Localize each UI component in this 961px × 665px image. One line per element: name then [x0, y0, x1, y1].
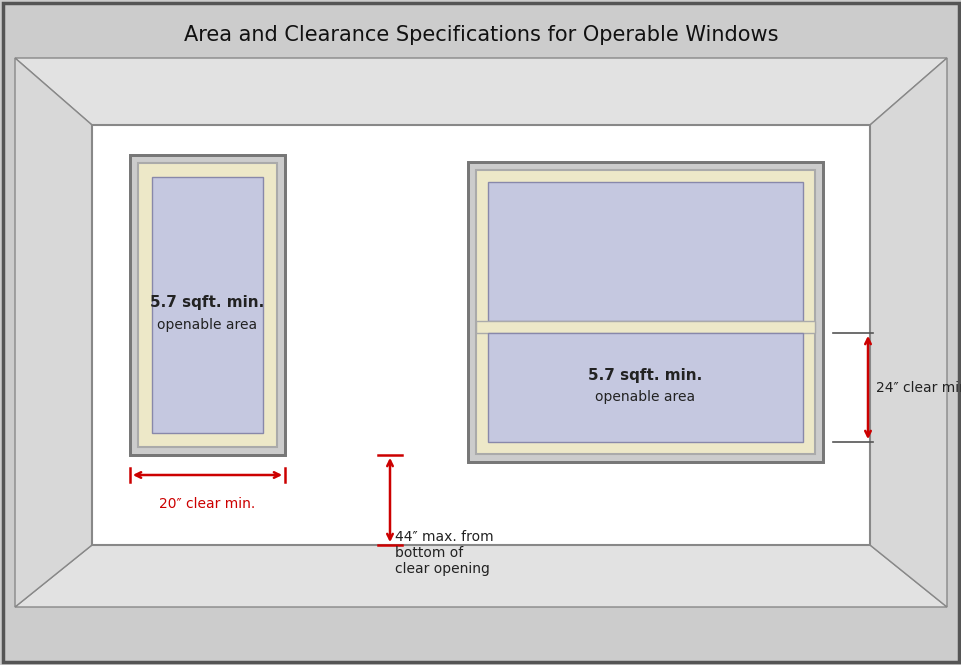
Text: openable area: openable area	[158, 318, 258, 332]
Bar	[476, 170, 814, 454]
Polygon shape	[869, 58, 946, 607]
Text: Area and Clearance Specifications for Operable Windows: Area and Clearance Specifications for Op…	[184, 25, 777, 45]
Bar	[152, 177, 262, 433]
Bar	[467, 162, 823, 462]
Bar	[137, 163, 277, 447]
Bar	[130, 155, 284, 455]
Bar	[476, 321, 814, 333]
Text: 24″ clear min.: 24″ clear min.	[875, 380, 961, 394]
Polygon shape	[15, 58, 92, 607]
Bar	[130, 155, 284, 455]
Text: 20″ clear min.: 20″ clear min.	[160, 497, 256, 511]
Text: 5.7 sqft. min.: 5.7 sqft. min.	[150, 295, 264, 311]
Polygon shape	[15, 58, 946, 125]
Text: openable area: openable area	[595, 390, 695, 404]
Text: 5.7 sqft. min.: 5.7 sqft. min.	[588, 368, 702, 383]
Bar	[137, 163, 277, 447]
Polygon shape	[15, 545, 946, 607]
Bar	[467, 162, 823, 462]
Bar	[487, 182, 802, 321]
Bar	[92, 125, 869, 545]
Text: 44″ max. from
bottom of
clear opening: 44″ max. from bottom of clear opening	[395, 530, 493, 577]
Bar	[487, 333, 802, 442]
Bar	[476, 170, 814, 454]
